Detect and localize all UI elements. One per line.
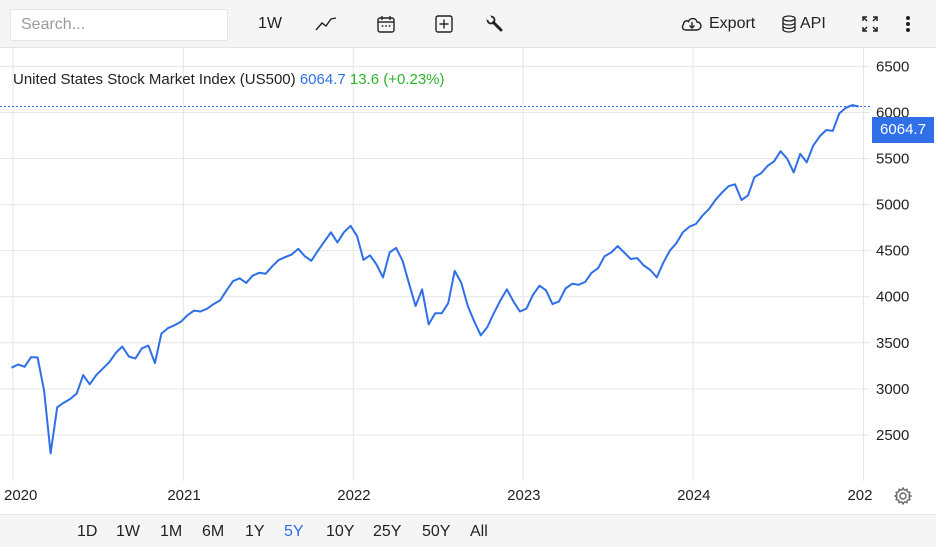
x-tick-label: 2022 [337, 487, 370, 504]
range-bar: 1D 1W 1M 6M 1Y 5Y 10Y 25Y 50Y All [0, 514, 936, 547]
add-indicator-icon[interactable] [431, 11, 457, 37]
range-all[interactable]: All [470, 523, 488, 540]
chart-legend: United States Stock Market Index (US500)… [13, 71, 445, 88]
last-value-label: 6064.7 [872, 117, 934, 143]
line-chart-icon[interactable] [312, 11, 340, 37]
range-1y[interactable]: 1Y [245, 523, 265, 540]
x-tick-label: 202 [847, 487, 872, 504]
search-input[interactable] [10, 9, 228, 41]
wrench-icon[interactable] [482, 11, 508, 37]
series-line-us500 [11, 104, 860, 455]
y-tick-label: 6500 [876, 58, 909, 75]
y-tick-label: 4000 [876, 289, 909, 306]
legend-name: United States Stock Market Index (US500) [13, 71, 296, 88]
export-label: Export [709, 15, 756, 32]
x-tick-label: 2021 [167, 487, 200, 504]
cloud-download-icon [681, 17, 702, 31]
range-1w[interactable]: 1W [116, 523, 140, 540]
interval-button[interactable]: 1W [258, 15, 282, 32]
more-icon[interactable] [898, 11, 918, 37]
range-1m[interactable]: 1M [160, 523, 183, 540]
gear-icon[interactable] [893, 486, 913, 511]
range-10y[interactable]: 10Y [326, 523, 355, 540]
x-tick-label: 2023 [507, 487, 540, 504]
range-5y[interactable]: 5Y [284, 523, 304, 540]
range-6m[interactable]: 6M [202, 523, 225, 540]
y-tick-label: 3500 [876, 335, 909, 352]
y-tick-label: 5000 [876, 197, 909, 214]
y-tick-label: 2500 [876, 427, 909, 444]
api-button[interactable]: API [782, 11, 832, 37]
legend-change: 13.6 (+0.23%) [349, 71, 445, 88]
fullscreen-icon[interactable] [858, 11, 882, 37]
range-50y[interactable]: 50Y [422, 523, 451, 540]
export-button[interactable]: Export [680, 11, 762, 37]
legend-value: 6064.7 [299, 71, 346, 88]
x-axis: 2020 2021 2022 2023 2024 202 [4, 487, 873, 504]
calendar-icon[interactable] [373, 11, 399, 37]
grid [0, 48, 870, 481]
y-tick-label: 5500 [876, 151, 909, 168]
toolbar: 1W Export API [0, 0, 936, 48]
x-tick-label: 2024 [677, 487, 710, 504]
api-label: API [800, 15, 826, 32]
y-tick-label: 3000 [876, 381, 909, 398]
x-tick-label: 2020 [4, 487, 37, 504]
range-25y[interactable]: 25Y [373, 523, 402, 540]
y-tick-label: 4500 [876, 243, 909, 260]
range-1d[interactable]: 1D [77, 523, 98, 540]
database-icon [782, 15, 796, 33]
